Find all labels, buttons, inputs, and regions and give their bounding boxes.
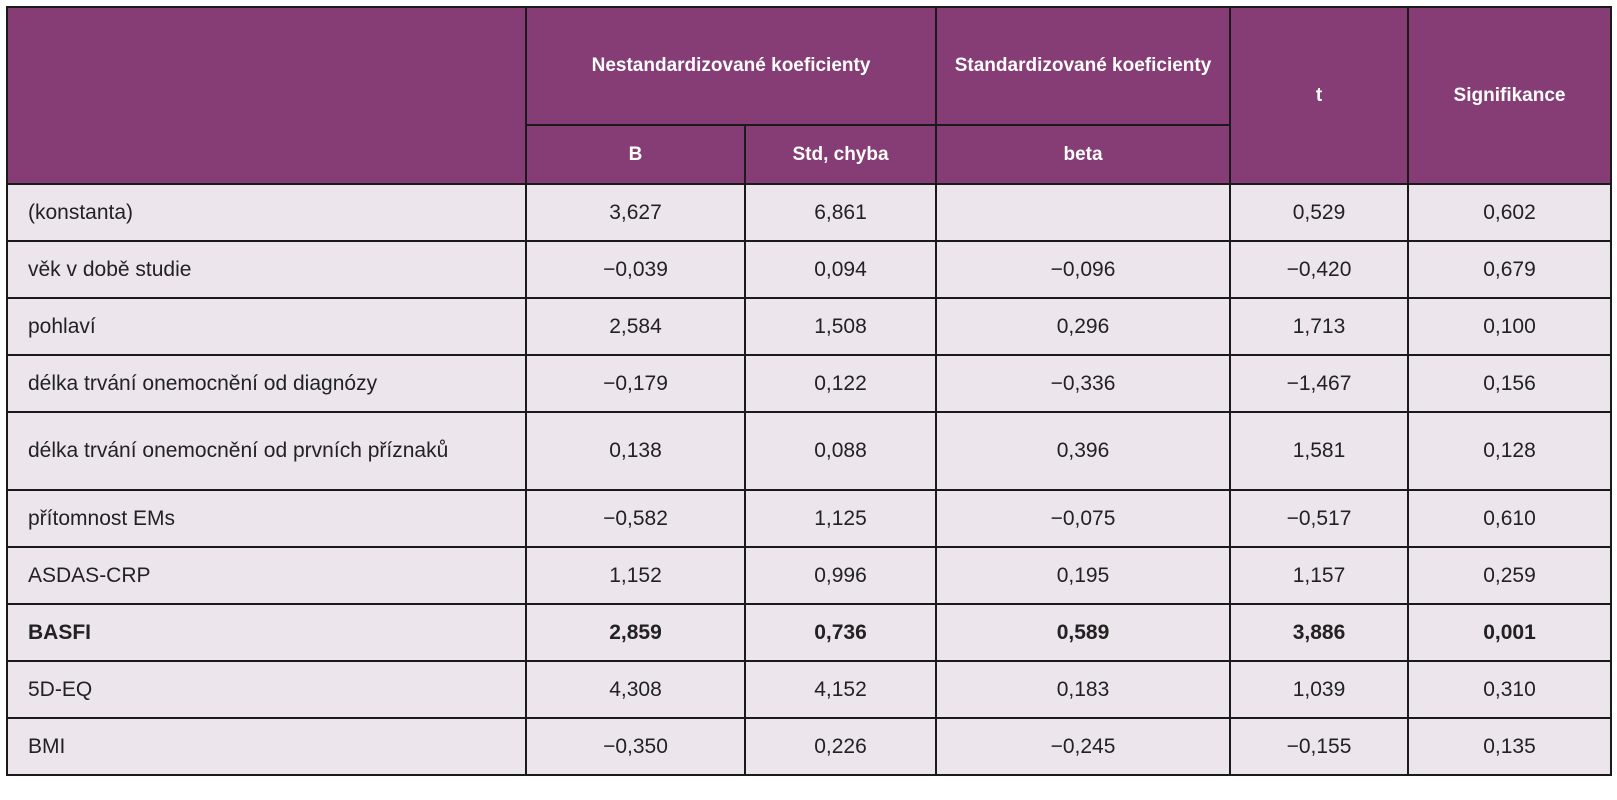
cell-t: 1,157 bbox=[1229, 546, 1410, 605]
cell-beta: −0,075 bbox=[935, 489, 1232, 548]
cell-b: 1,152 bbox=[525, 546, 746, 605]
table-row: délka trvání onemocnění od prvních přízn… bbox=[6, 411, 1613, 491]
cell-beta bbox=[935, 183, 1232, 242]
cell-beta: 0,183 bbox=[935, 660, 1232, 719]
cell-significance: 0,128 bbox=[1407, 411, 1613, 491]
cell-significance: 0,310 bbox=[1407, 660, 1613, 719]
row-label: 5D-EQ bbox=[6, 660, 527, 719]
cell-std-error: 0,226 bbox=[743, 717, 938, 776]
row-label: věk v době studie bbox=[6, 240, 527, 299]
header-t: t bbox=[1229, 6, 1410, 185]
table-row: BASFI 2,859 0,736 0,589 3,886 0,001 bbox=[6, 603, 1613, 662]
cropped-footnote bbox=[6, 792, 906, 800]
cell-beta: −0,336 bbox=[935, 354, 1232, 413]
cell-significance: 0,610 bbox=[1407, 489, 1613, 548]
cell-b: −0,350 bbox=[525, 717, 746, 776]
header-std-error: Std, chyba bbox=[743, 124, 938, 185]
cell-beta: 0,396 bbox=[935, 411, 1232, 491]
cell-std-error: 4,152 bbox=[743, 660, 938, 719]
cell-b: 3,627 bbox=[525, 183, 746, 242]
row-label: (konstanta) bbox=[6, 183, 527, 242]
cell-b: 2,859 bbox=[525, 603, 746, 662]
header-row-main: Nestandardizované koeficienty Standardiz… bbox=[6, 6, 1613, 185]
table-row: ASDAS-CRP 1,152 0,996 0,195 1,157 0,259 bbox=[6, 546, 1613, 605]
cell-significance: 0,259 bbox=[1407, 546, 1613, 605]
cell-t: 1,713 bbox=[1229, 297, 1410, 356]
header-standardized-coefficients: Standardizované koeficienty bbox=[935, 6, 1232, 126]
cell-t: −0,517 bbox=[1229, 489, 1410, 548]
cell-std-error: 0,736 bbox=[743, 603, 938, 662]
cell-t: −0,155 bbox=[1229, 717, 1410, 776]
cell-b: 0,138 bbox=[525, 411, 746, 491]
cell-beta: −0,245 bbox=[935, 717, 1232, 776]
cell-t: 3,886 bbox=[1229, 603, 1410, 662]
row-label: pohlaví bbox=[6, 297, 527, 356]
header-unstandardized-coefficients: Nestandardizované koeficienty bbox=[524, 6, 938, 126]
cell-t: 0,529 bbox=[1229, 183, 1410, 242]
cell-b: −0,179 bbox=[525, 354, 746, 413]
cell-b: −0,582 bbox=[525, 489, 746, 548]
cell-beta: −0,096 bbox=[935, 240, 1232, 299]
cell-std-error: 6,861 bbox=[743, 183, 938, 242]
cell-beta: 0,195 bbox=[935, 546, 1232, 605]
row-label: délka trvání onemocnění od prvních přízn… bbox=[6, 411, 527, 491]
cell-std-error: 0,094 bbox=[743, 240, 938, 299]
table-row: (konstanta) 3,627 6,861 0,529 0,602 bbox=[6, 183, 1613, 242]
row-label: přítomnost EMs bbox=[6, 489, 527, 548]
cell-std-error: 0,996 bbox=[743, 546, 938, 605]
table-row: věk v době studie −0,039 0,094 −0,096 −0,420… bbox=[6, 240, 1613, 299]
cell-t: −1,467 bbox=[1229, 354, 1410, 413]
cell-significance: 0,679 bbox=[1407, 240, 1613, 299]
regression-table: Nestandardizované koeficienty Standardiz… bbox=[6, 6, 1613, 776]
table-body: (konstanta) 3,627 6,861 0,529 0,602 věk v dob… bbox=[6, 183, 1613, 776]
cell-std-error: 1,508 bbox=[743, 297, 938, 356]
cell-std-error: 0,122 bbox=[743, 354, 938, 413]
header-row-sub: B Std, chyba beta bbox=[7, 124, 1611, 185]
cell-t: 1,581 bbox=[1229, 411, 1410, 491]
row-label: BASFI bbox=[6, 603, 527, 662]
table-row: BMI −0,350 0,226 −0,245 −0,155 0,135 bbox=[6, 717, 1613, 776]
table-row: 5D-EQ 4,308 4,152 0,183 1,039 0,310 bbox=[6, 660, 1613, 719]
cell-significance: 0,100 bbox=[1407, 297, 1613, 356]
cell-b: 4,308 bbox=[525, 660, 746, 719]
cell-significance: 0,135 bbox=[1407, 717, 1613, 776]
table-row: přítomnost EMs −0,582 1,125 −0,075 −0,517 0,6… bbox=[6, 489, 1613, 548]
cell-beta: 0,296 bbox=[935, 297, 1232, 356]
header-beta: beta bbox=[935, 124, 1232, 185]
row-label: délka trvání onemocnění od diagnózy bbox=[6, 354, 527, 413]
cell-significance: 0,156 bbox=[1407, 354, 1613, 413]
cell-b: 2,584 bbox=[525, 297, 746, 356]
cell-t: −0,420 bbox=[1229, 240, 1410, 299]
header-b: B bbox=[525, 124, 746, 185]
table-row: délka trvání onemocnění od diagnózy −0,17… bbox=[6, 354, 1613, 413]
header-significance: Signifikance bbox=[1407, 6, 1613, 185]
row-label: ASDAS-CRP bbox=[6, 546, 527, 605]
cell-beta: 0,589 bbox=[935, 603, 1232, 662]
cell-significance: 0,001 bbox=[1407, 603, 1613, 662]
table-row: pohlaví 2,584 1,508 0,296 1,713 0,100 bbox=[6, 297, 1613, 356]
cell-t: 1,039 bbox=[1229, 660, 1410, 719]
cell-significance: 0,602 bbox=[1407, 183, 1613, 242]
cell-b: −0,039 bbox=[525, 240, 746, 299]
cell-std-error: 0,088 bbox=[743, 411, 938, 491]
cell-std-error: 1,125 bbox=[743, 489, 938, 548]
row-label: BMI bbox=[6, 717, 527, 776]
header-empty-cell bbox=[6, 6, 527, 185]
